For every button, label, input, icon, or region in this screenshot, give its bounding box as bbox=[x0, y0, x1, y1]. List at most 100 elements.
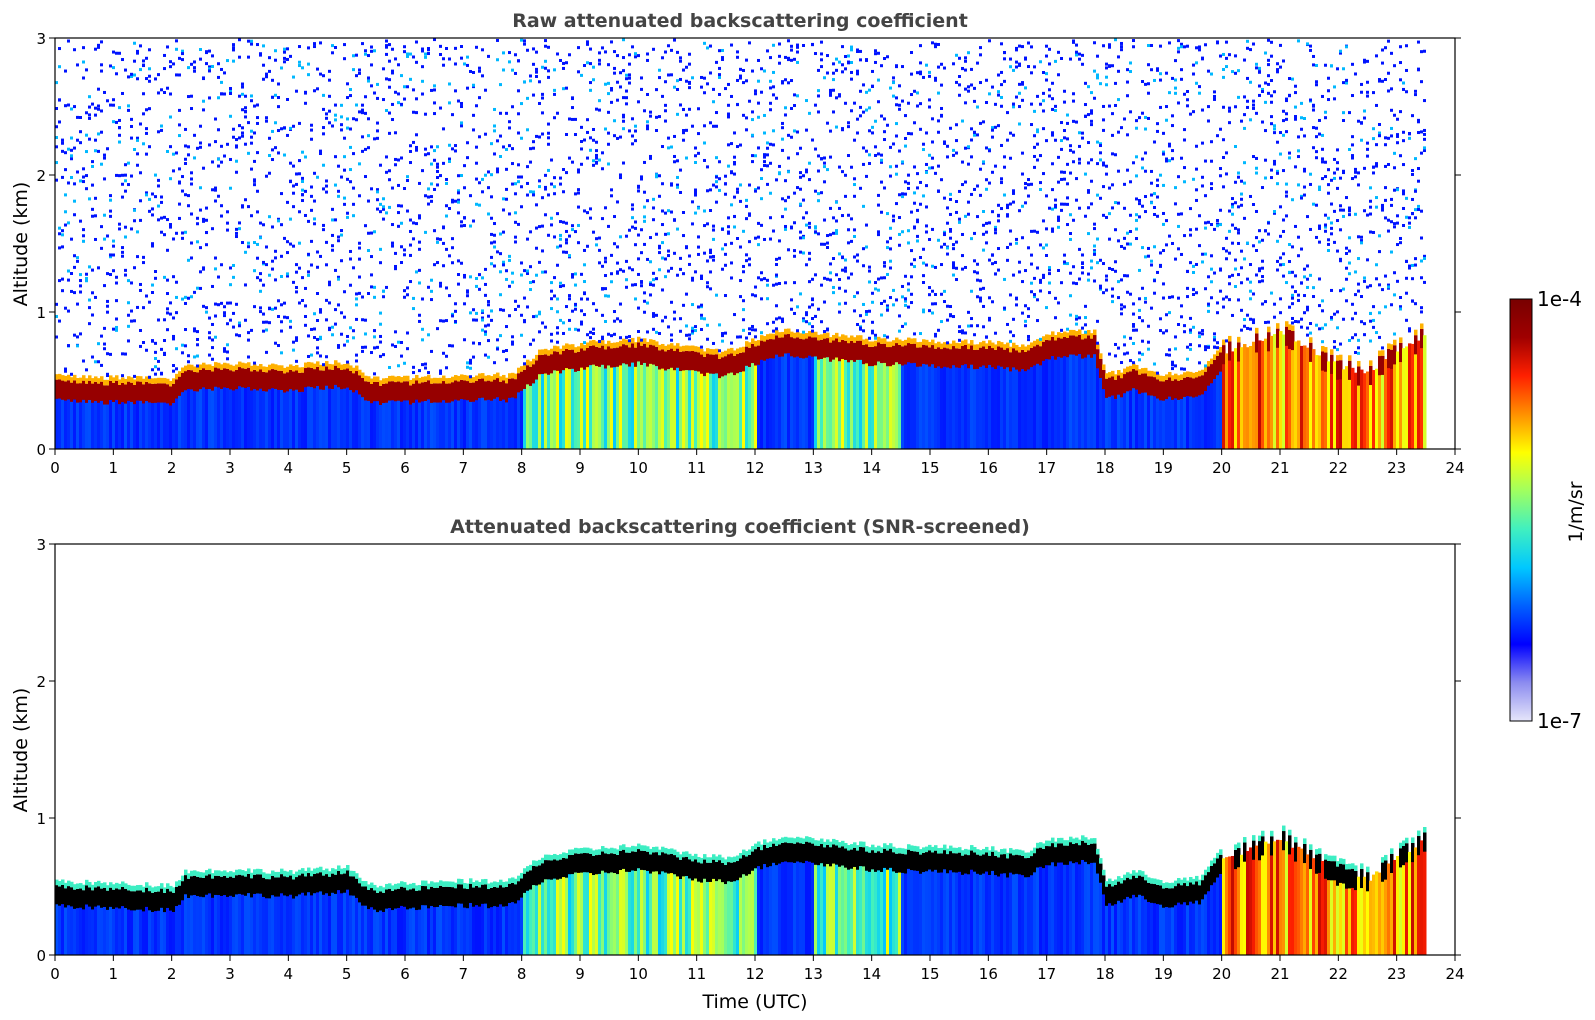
noise-speck bbox=[802, 317, 805, 321]
heatmap-column bbox=[1180, 386, 1184, 449]
noise-speck bbox=[226, 357, 229, 361]
heatmap-column bbox=[289, 376, 293, 449]
noise-speck bbox=[94, 360, 97, 364]
noise-speck bbox=[439, 237, 442, 241]
noise-speck bbox=[937, 65, 940, 69]
noise-speck bbox=[979, 167, 982, 171]
noise-speck bbox=[913, 258, 916, 262]
boundary-layer-band bbox=[652, 345, 656, 365]
noise-speck bbox=[631, 117, 634, 121]
heatmap-column bbox=[994, 356, 998, 449]
noise-speck bbox=[466, 361, 469, 365]
noise-speck bbox=[109, 273, 112, 277]
noise-speck bbox=[1183, 180, 1186, 184]
heatmap-column bbox=[943, 354, 947, 449]
heatmap-column bbox=[1177, 387, 1181, 449]
noise-speck bbox=[67, 344, 70, 348]
noise-speck bbox=[1084, 114, 1087, 118]
boundary-layer-edge bbox=[373, 376, 377, 382]
noise-speck bbox=[283, 301, 286, 305]
noise-speck bbox=[784, 224, 787, 228]
noise-speck bbox=[838, 277, 841, 281]
heatmap-column bbox=[106, 392, 110, 449]
noise-speck bbox=[835, 200, 838, 204]
noise-speck bbox=[1057, 215, 1060, 219]
noise-speck bbox=[142, 92, 145, 96]
noise-speck bbox=[1042, 71, 1045, 75]
noise-speck bbox=[745, 58, 748, 62]
noise-speck bbox=[700, 75, 703, 79]
noise-speck bbox=[349, 283, 352, 287]
noise-speck bbox=[214, 199, 217, 203]
heatmap-column bbox=[280, 377, 284, 449]
noise-speck bbox=[1147, 246, 1150, 250]
boundary-layer-edge bbox=[424, 376, 428, 382]
noise-speck bbox=[634, 283, 637, 287]
boundary-layer-edge bbox=[442, 375, 446, 382]
noise-speck bbox=[1054, 104, 1057, 108]
noise-speck bbox=[1057, 180, 1060, 184]
noise-speck bbox=[862, 329, 865, 333]
noise-speck bbox=[352, 202, 355, 206]
boundary-layer-edge bbox=[1111, 370, 1115, 377]
noise-speck bbox=[193, 355, 196, 359]
noise-speck bbox=[721, 332, 724, 336]
noise-speck bbox=[85, 272, 88, 276]
noise-speck bbox=[370, 285, 373, 289]
noise-speck bbox=[661, 182, 664, 186]
noise-speck bbox=[379, 322, 382, 326]
noise-speck bbox=[754, 236, 757, 240]
noise-speck bbox=[274, 121, 277, 125]
noise-speck bbox=[820, 52, 823, 56]
noise-speck bbox=[67, 103, 70, 107]
noise-speck bbox=[181, 52, 184, 56]
noise-speck bbox=[238, 227, 241, 231]
heatmap-column bbox=[826, 344, 830, 449]
noise-speck bbox=[337, 239, 340, 243]
noise-speck bbox=[1111, 64, 1114, 68]
boundary-layer-edge bbox=[706, 348, 710, 354]
noise-speck bbox=[256, 276, 259, 280]
noise-speck bbox=[430, 289, 433, 293]
noise-speck bbox=[415, 133, 418, 137]
noise-speck bbox=[316, 87, 319, 91]
noise-speck bbox=[328, 301, 331, 305]
noise-speck bbox=[469, 275, 472, 279]
noise-speck bbox=[352, 186, 355, 190]
noise-speck bbox=[319, 72, 322, 76]
noise-speck bbox=[112, 239, 115, 243]
noise-speck bbox=[778, 164, 781, 168]
boundary-layer-band bbox=[565, 348, 569, 369]
noise-speck bbox=[196, 216, 199, 220]
noise-speck bbox=[472, 128, 475, 132]
boundary-layer-band bbox=[163, 383, 167, 403]
heatmap-column bbox=[1138, 381, 1142, 449]
noise-speck bbox=[391, 223, 394, 227]
heatmap-column bbox=[916, 354, 920, 449]
heatmap-column bbox=[1033, 353, 1037, 449]
noise-speck bbox=[61, 229, 64, 233]
noise-speck bbox=[880, 180, 883, 184]
heatmap-column bbox=[685, 357, 689, 449]
noise-speck bbox=[1021, 151, 1024, 155]
noise-speck bbox=[1156, 195, 1159, 199]
noise-speck bbox=[340, 259, 343, 263]
noise-speck bbox=[1159, 105, 1162, 109]
noise-speck bbox=[889, 247, 892, 251]
noise-speck bbox=[1147, 63, 1150, 67]
noise-speck bbox=[457, 198, 460, 202]
noise-speck bbox=[517, 59, 520, 63]
noise-speck bbox=[154, 341, 157, 345]
boundary-layer-edge bbox=[889, 341, 893, 348]
noise-speck bbox=[970, 237, 973, 241]
heatmap-column bbox=[319, 377, 323, 449]
noise-speck bbox=[703, 41, 706, 45]
noise-speck bbox=[409, 280, 412, 284]
noise-speck bbox=[175, 39, 178, 43]
noise-speck bbox=[757, 101, 760, 105]
boundary-layer-band bbox=[145, 381, 149, 402]
noise-speck bbox=[238, 94, 241, 98]
heatmap-column bbox=[541, 361, 545, 449]
noise-speck bbox=[451, 237, 454, 241]
noise-speck bbox=[208, 69, 211, 73]
